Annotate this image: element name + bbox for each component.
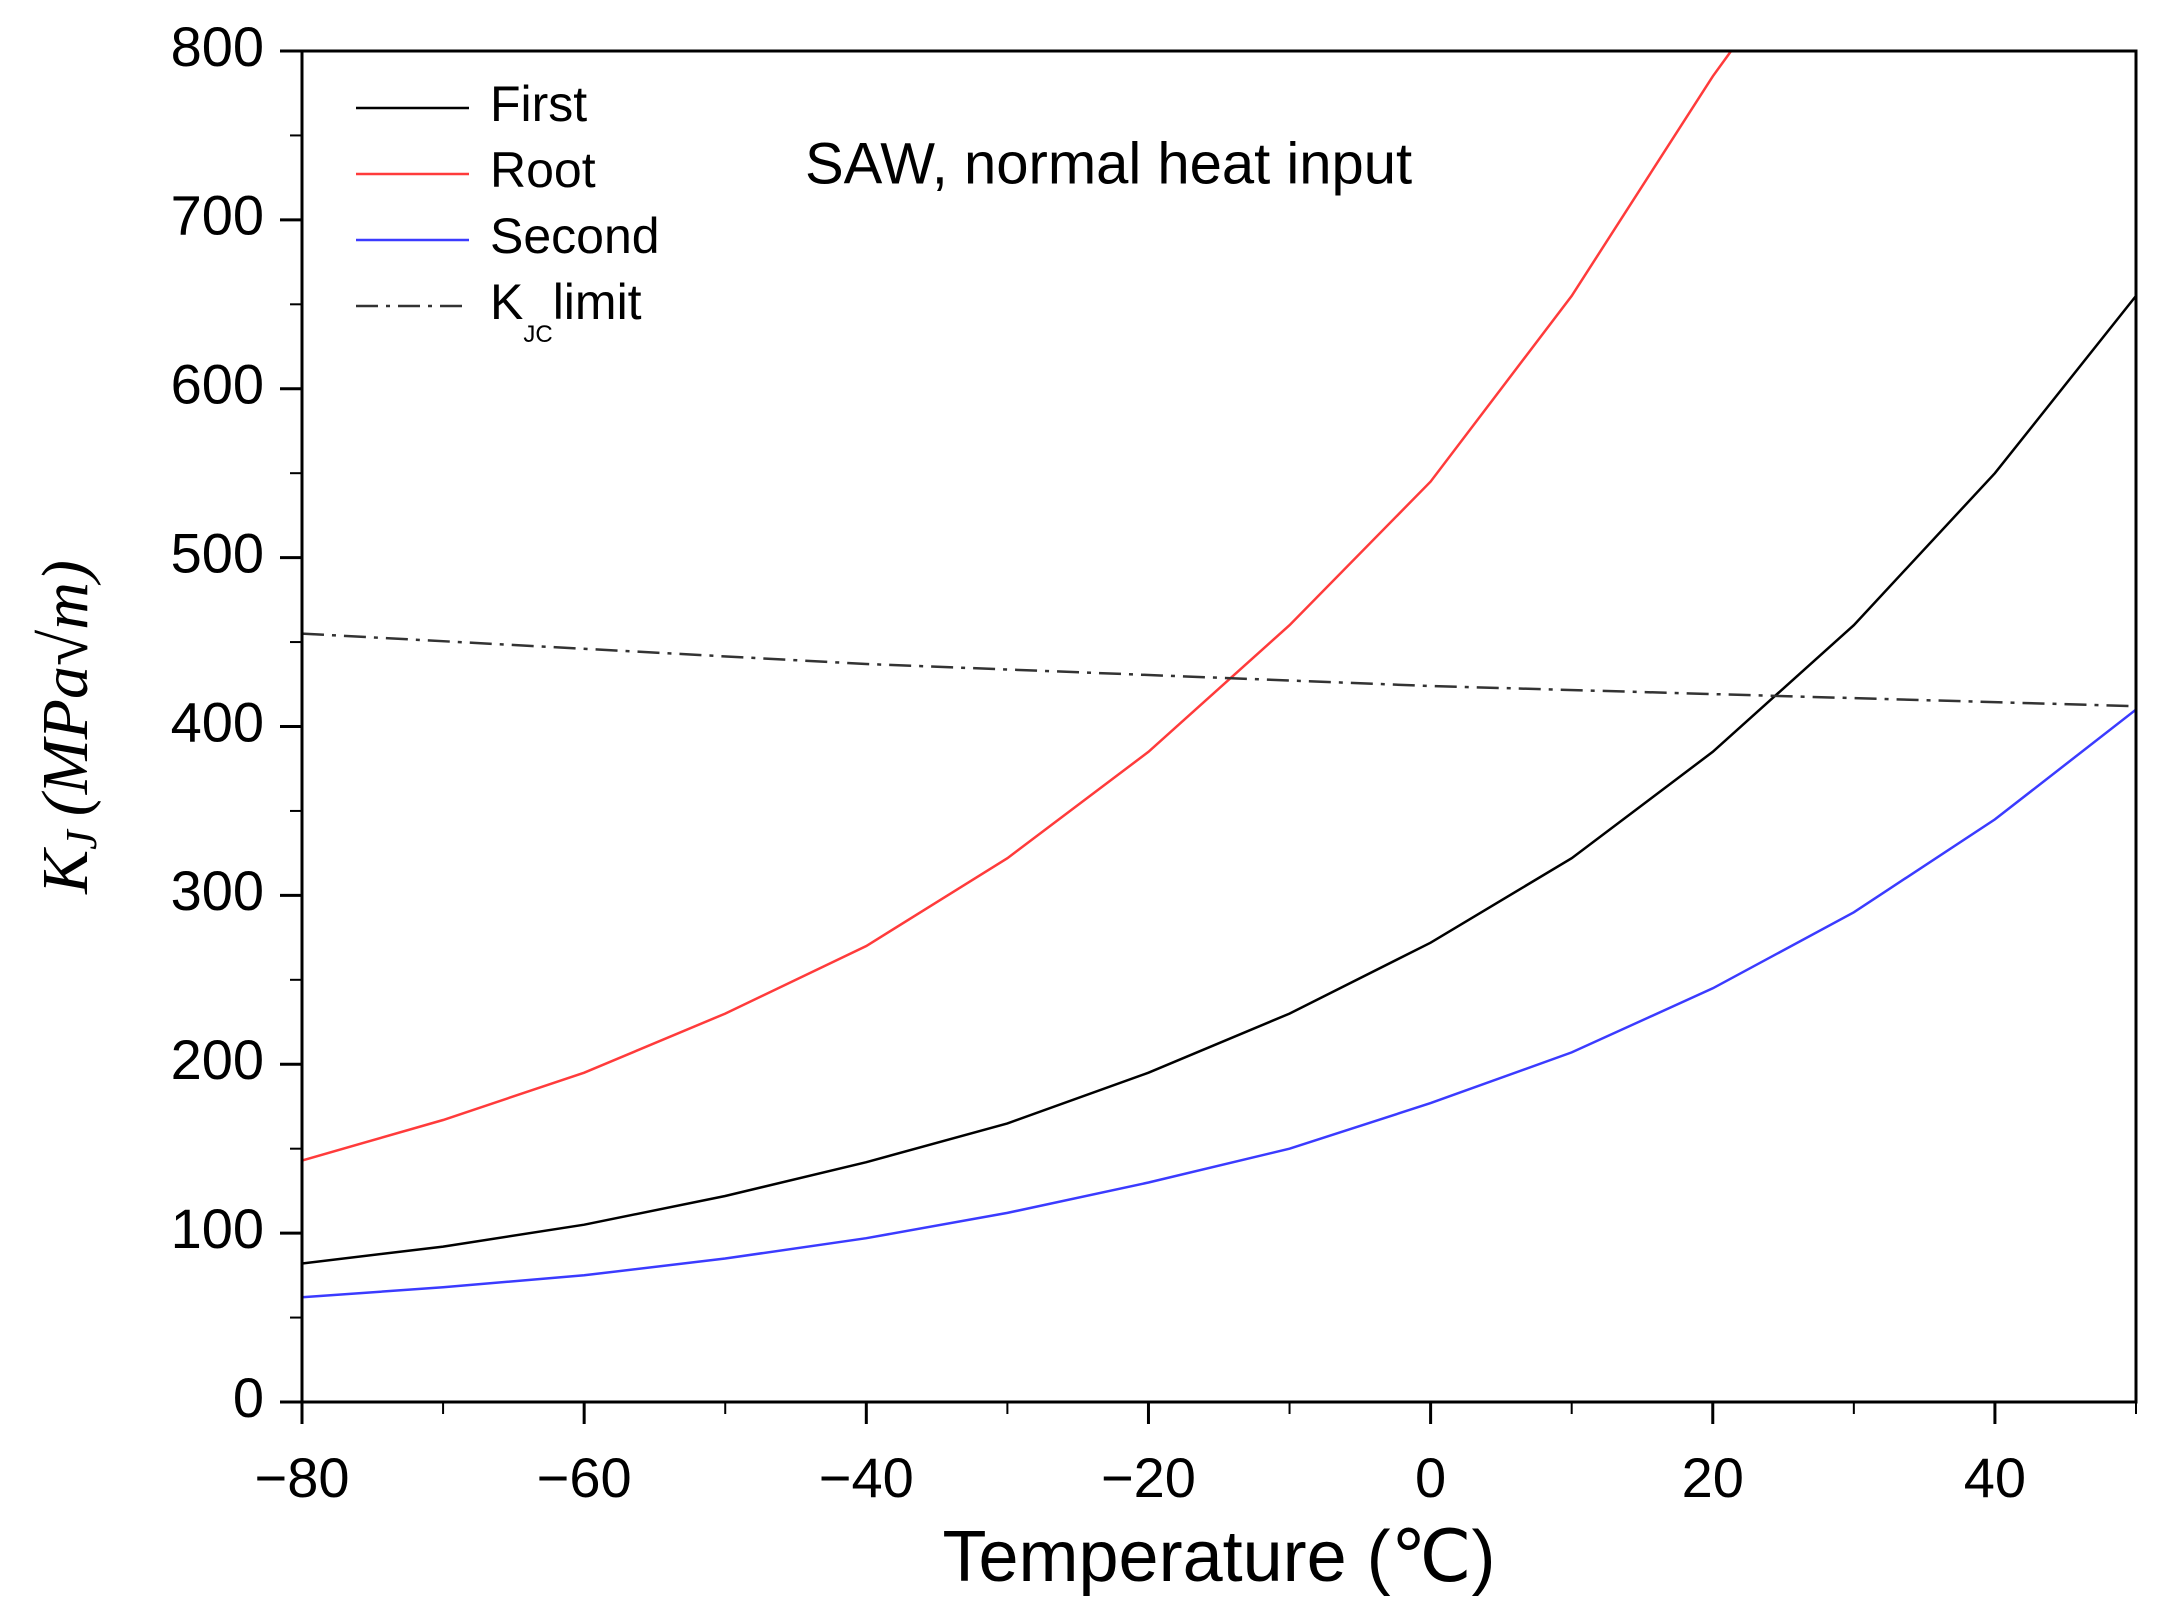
legend-label-part: First [490, 76, 587, 132]
legend-label-part: limit [553, 274, 642, 330]
legend-label: Second [490, 208, 660, 264]
legend-label-part: Root [490, 142, 596, 198]
y-tick-label: 500 [171, 521, 264, 584]
legend-label-part: JC [523, 321, 552, 348]
legend-label: KJClimit [490, 274, 642, 348]
y-label-unit: (MPa√m) [29, 560, 102, 816]
x-tick-label: −80 [255, 1446, 350, 1509]
series-line [302, 295, 2136, 1265]
y-axis-label: KJ (MPa√m) [29, 560, 106, 895]
y-tick-label: 800 [171, 15, 264, 78]
x-tick-label: 0 [1415, 1446, 1446, 1509]
x-tick-label: −40 [819, 1446, 914, 1509]
legend-label-part: Second [490, 208, 660, 264]
x-tick-label: 40 [1964, 1446, 2026, 1509]
y-tick-label: 0 [233, 1366, 264, 1429]
x-tick-label: −60 [537, 1446, 632, 1509]
annotation: SAW, normal heat input [805, 131, 1412, 196]
x-tick-label: 20 [1682, 1446, 1744, 1509]
y-tick-label: 300 [171, 859, 264, 922]
y-tick-label: 400 [171, 690, 264, 753]
y-label-main: K [29, 847, 102, 895]
y-tick-label: 200 [171, 1028, 264, 1091]
series-line [302, 51, 1733, 1162]
y-tick-label: 100 [171, 1197, 264, 1260]
x-axis-label: Temperature (℃) [942, 1517, 1495, 1597]
legend-label-part: K [490, 274, 523, 330]
y-label-sub: J [57, 828, 106, 850]
series-line [302, 632, 2136, 708]
legend-label: First [490, 76, 587, 132]
y-tick-label: 600 [171, 353, 264, 416]
x-tick-label: −20 [1101, 1446, 1196, 1509]
y-tick-label: 700 [171, 184, 264, 247]
legend-label: Root [490, 142, 596, 198]
series-line [302, 708, 2136, 1299]
